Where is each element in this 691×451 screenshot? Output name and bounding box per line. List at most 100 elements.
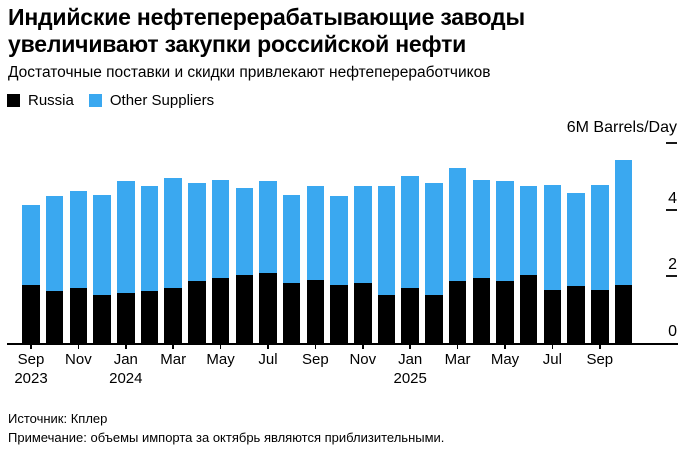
y-axis-tick	[666, 142, 677, 145]
bar-segment-other-suppliers	[496, 181, 514, 282]
bar-segment-russia	[330, 284, 348, 343]
bar-segment-other-suppliers	[543, 184, 562, 290]
bar-segment-other-suppliers	[591, 184, 609, 290]
x-axis-month-label: Jan	[113, 351, 138, 368]
x-axis-month-label: Mar	[444, 351, 471, 368]
x-axis-month-label: Sep	[302, 351, 329, 368]
bar-segment-russia	[591, 289, 609, 343]
stacked-bar-chart: 6M Barrels/Day 0 2 4 Sep 2023 Nov Jan 2024 Mar Ma…	[0, 115, 691, 405]
bar-segment-russia	[401, 288, 419, 343]
bar-segment-other-suppliers	[235, 188, 254, 275]
legend-swatch-russia	[7, 94, 20, 107]
bar-segment-russia	[211, 278, 230, 343]
bar-segment-russia	[164, 288, 182, 343]
x-axis-line	[7, 343, 678, 345]
bar-segment-other-suppliers	[69, 191, 88, 288]
bar-segment-other-suppliers	[164, 178, 182, 288]
bar-segment-russia	[140, 291, 159, 343]
bar-segment-other-suppliers	[306, 186, 325, 280]
bar-segment-other-suppliers	[93, 194, 111, 295]
bar-segment-other-suppliers	[188, 183, 206, 282]
bar-segment-russia	[259, 273, 277, 343]
bar-segment-russia	[306, 279, 325, 343]
x-axis-tick	[314, 344, 317, 349]
page-title: Индийские нефтеперерабатывающие заводы у…	[8, 4, 525, 58]
bar-segment-russia	[567, 286, 585, 343]
x-axis-tick	[267, 344, 269, 349]
bar-segment-other-suppliers	[425, 183, 443, 295]
x-axis-year-label: 2025	[393, 370, 427, 387]
x-axis-month-label: Sep	[17, 351, 45, 368]
legend-label-russia: Russia	[28, 92, 74, 109]
x-axis-tick	[362, 344, 364, 349]
bar-segment-other-suppliers	[377, 186, 396, 295]
x-axis-month-label: Nov	[349, 351, 377, 368]
bar-segment-other-suppliers	[448, 168, 467, 282]
x-axis-tick	[172, 344, 174, 349]
bar-segment-other-suppliers	[117, 181, 135, 293]
legend-item-russia: Russia	[7, 92, 74, 109]
x-axis-year-label: 2023	[14, 370, 48, 387]
bar-segment-russia	[519, 274, 538, 343]
page-title-line2: увеличивают закупки российской нефти	[8, 31, 467, 57]
x-axis-month-label: May	[206, 351, 235, 368]
bar-segment-russia	[543, 289, 562, 343]
bar-segment-other-suppliers	[401, 176, 419, 288]
y-axis-tick-label: 2	[668, 256, 677, 274]
bar-segment-other-suppliers	[330, 196, 348, 285]
bar-segment-other-suppliers	[614, 159, 633, 285]
page-subtitle: Достаточные поставки и скидки привлекают…	[8, 64, 491, 81]
x-axis-month-label: Nov	[65, 351, 92, 368]
x-axis-month-label: Sep	[586, 351, 614, 368]
x-axis-tick	[504, 344, 506, 349]
x-axis-month-label: Mar	[160, 351, 187, 368]
x-axis-year-label: 2024	[109, 370, 143, 387]
x-axis-month-label: Jul	[542, 351, 562, 368]
bar-segment-russia	[69, 288, 88, 343]
bar-segment-russia	[22, 284, 40, 343]
bar-segment-other-suppliers	[519, 186, 538, 275]
bar-segment-russia	[45, 291, 64, 343]
bar-segment-russia	[448, 281, 467, 343]
bar-segment-russia	[614, 284, 633, 343]
x-axis-tick	[125, 344, 127, 349]
bar-segment-russia	[472, 278, 491, 343]
bar-segment-other-suppliers	[282, 194, 301, 283]
bar-segment-other-suppliers	[259, 181, 277, 273]
bar-segment-russia	[425, 294, 443, 343]
bar-segment-other-suppliers	[45, 196, 64, 292]
bar-segment-russia	[93, 294, 111, 343]
x-axis-month-label: May	[490, 351, 520, 368]
bar-segment-other-suppliers	[22, 204, 40, 285]
x-axis-tick	[456, 344, 459, 349]
y-axis-tick-label: 0	[668, 323, 677, 340]
bar-segment-other-suppliers	[211, 179, 230, 278]
bar-segment-russia	[188, 281, 206, 343]
legend-item-other-suppliers: Other Suppliers	[88, 92, 215, 109]
legend-label-other-suppliers: Other Suppliers	[109, 92, 215, 109]
y-axis-unit-label: 6M Barrels/Day	[566, 119, 677, 136]
x-axis-tick	[77, 344, 80, 349]
x-axis-tick	[409, 344, 411, 349]
bar-segment-other-suppliers	[472, 179, 491, 278]
bar-segment-russia	[235, 274, 254, 343]
x-axis-tick	[30, 344, 32, 349]
x-axis-month-label: Jul	[258, 351, 278, 368]
bar-segment-russia	[282, 283, 301, 343]
x-axis-month-label: Jan	[398, 351, 423, 368]
bar-segment-russia	[117, 293, 135, 343]
bar-segment-other-suppliers	[354, 186, 372, 283]
x-axis-tick	[219, 344, 222, 349]
bar-segment-russia	[496, 281, 514, 343]
x-axis-tick	[599, 344, 601, 349]
legend-swatch-other-suppliers	[88, 94, 102, 107]
note-text: Примечание: объемы импорта за октябрь яв…	[8, 430, 445, 445]
page-title-line1: Индийские нефтеперерабатывающие заводы	[8, 4, 525, 30]
y-axis-tick	[666, 275, 677, 278]
bar-segment-other-suppliers	[567, 193, 585, 287]
bar-segment-other-suppliers	[140, 186, 159, 292]
source-text: Источник: Кплер	[8, 411, 108, 426]
bar-segment-russia	[377, 294, 396, 343]
chart-legend: Russia Other Suppliers	[7, 92, 214, 109]
